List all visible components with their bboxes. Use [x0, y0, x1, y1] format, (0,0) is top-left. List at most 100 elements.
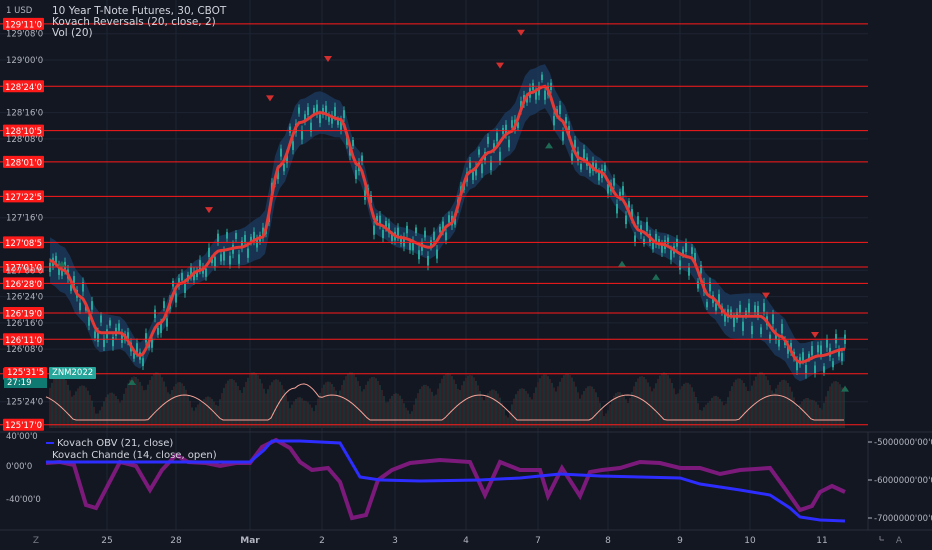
lower-right-tick-label: -5000000'00'0: [874, 438, 932, 448]
chande-line: [45, 437, 846, 521]
lower-panel: 40'00'0 0'00'0 -40'00'0 -5000000'00'0 -60000…: [0, 431, 932, 530]
candle-body: [589, 166, 591, 174]
time-tick-label: 10: [744, 536, 756, 546]
candle-body: [616, 204, 618, 214]
candle-body: [508, 139, 510, 148]
lower-right-tick-label: -6000000'00'0: [874, 476, 932, 486]
candle-body: [565, 117, 567, 124]
candle-body: [412, 241, 414, 251]
level-badge: [3, 261, 44, 273]
candle-body: [796, 360, 798, 371]
level-badge: [3, 307, 44, 319]
candle-body: [109, 320, 111, 326]
candle-body: [229, 255, 231, 265]
candle-body: [235, 233, 237, 239]
candle-body: [775, 332, 777, 340]
level-badge: [3, 190, 44, 203]
candle-body: [247, 248, 249, 258]
candle-body: [613, 178, 615, 186]
candle-body: [619, 191, 621, 198]
level-badge-text: 126'19'0: [5, 310, 42, 320]
lower-left-tick-label: 40'00'0: [6, 432, 38, 442]
candle-body: [355, 170, 357, 179]
candle-body: [817, 345, 819, 353]
candle-body: [436, 249, 438, 259]
candle-body: [493, 143, 495, 150]
candle-body: [691, 247, 693, 254]
candle-body: [151, 338, 153, 348]
candle-body: [472, 171, 474, 180]
candle-body: [571, 153, 573, 161]
buy-marker: [545, 142, 553, 149]
contract-badge: ZNM2022: [49, 367, 97, 379]
candle-body: [163, 301, 165, 308]
level-badge: [3, 418, 44, 431]
obv-label[interactable]: Kovach OBV (21, close): [57, 438, 174, 449]
envelope-band: [50, 64, 845, 382]
candle-body: [667, 237, 669, 244]
candle-body: [727, 309, 729, 319]
candle-body: [157, 327, 159, 335]
volume-oscillator-line: [45, 383, 844, 421]
candle-body: [211, 257, 213, 264]
level-badge-text: 128'01'0: [5, 158, 42, 168]
candle-body: [643, 238, 645, 245]
buy-marker: [841, 385, 849, 392]
candle-body: [397, 227, 399, 237]
candle-body: [535, 91, 537, 100]
level-badge-text: 126'28'0: [5, 280, 42, 290]
indicator-reversals-label[interactable]: Kovach Reversals (20, close, 2): [52, 16, 216, 28]
symbol-title[interactable]: 10 Year T-Note Futures, 30, CBOT: [52, 5, 227, 17]
candle-body: [193, 271, 195, 281]
time-tick-label: 9: [677, 536, 683, 546]
candle-body: [646, 221, 648, 232]
candle-body: [400, 237, 402, 244]
candle-body: [226, 232, 228, 239]
candle-body: [724, 312, 726, 322]
price-tick-label: 126'08'0: [6, 345, 43, 355]
candle-body: [679, 260, 681, 270]
candle-body: [820, 345, 822, 355]
candle-body: [376, 215, 378, 222]
chande-label[interactable]: Kovach Chande (14, close, open): [52, 450, 217, 461]
candle-body: [826, 338, 828, 348]
candle-body: [364, 190, 366, 200]
time-tick-label: 11: [816, 536, 827, 546]
indicator-vol-label[interactable]: Vol (20): [52, 27, 93, 39]
candle-body: [79, 302, 81, 311]
candle-body: [298, 107, 300, 114]
candle-body: [307, 107, 309, 115]
sell-marker: [762, 292, 770, 299]
candle-body: [787, 344, 789, 354]
sell-marker: [205, 207, 213, 214]
level-badge-text: 127'22'5: [5, 193, 42, 203]
candle-body: [697, 281, 699, 289]
candle-body: [322, 107, 324, 115]
candle-body: [538, 86, 540, 96]
candle-body: [715, 303, 717, 311]
candle-body: [439, 226, 441, 233]
candle-body: [475, 166, 477, 176]
candle-body: [670, 250, 672, 260]
candle-body: [814, 365, 816, 374]
candle-body: [574, 139, 576, 148]
candle-body: [256, 239, 258, 248]
candle-body: [352, 139, 354, 146]
chart-legend: 10 Year T-Note Futures, 30, CBOT Kovach …: [52, 6, 226, 39]
sell-marker: [266, 95, 274, 102]
candle-body: [319, 114, 321, 124]
candle-body: [682, 249, 684, 256]
candle-body: [706, 301, 708, 308]
price-tick-label: 125'24'0: [6, 398, 43, 408]
candle-body: [103, 338, 105, 347]
level-badge-text: 125'17'0: [5, 421, 42, 431]
candle-body: [73, 276, 75, 286]
candle-body: [292, 141, 294, 150]
candle-body: [448, 215, 450, 223]
time-tick-label: Mar: [240, 536, 260, 546]
candle-body: [277, 169, 279, 180]
candle-body: [823, 366, 825, 373]
candle-body: [97, 332, 99, 342]
candle-body: [283, 164, 285, 172]
level-badge-text: 129'11'0: [5, 20, 42, 30]
